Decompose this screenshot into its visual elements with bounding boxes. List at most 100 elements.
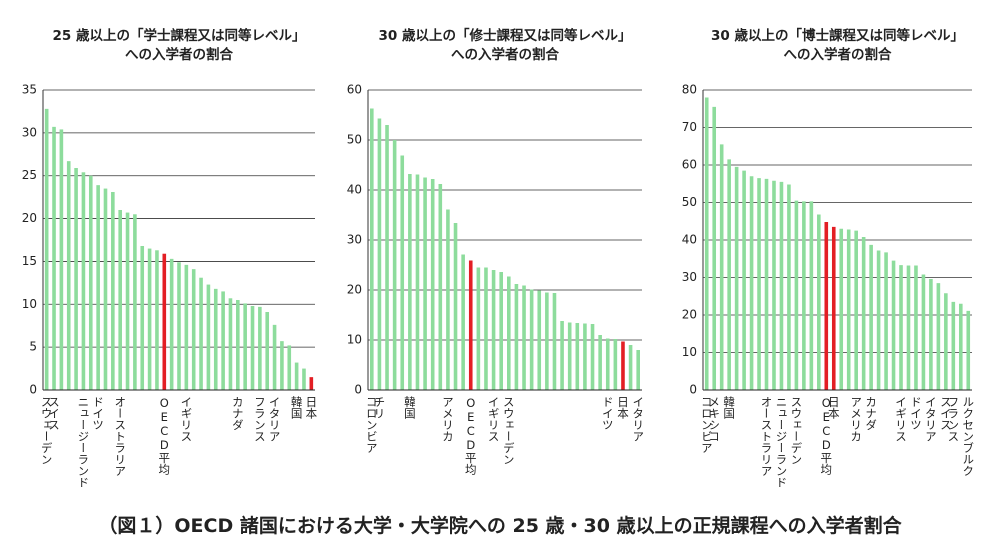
bar [552,293,557,390]
bar [884,252,888,390]
bar [66,161,71,390]
y-tick-label: 40 [682,233,697,247]
x-tick-label: 韓国 [722,396,736,420]
x-tick-label: ドイツ [909,396,923,431]
x-tick-label: ニュージーランド [774,396,788,488]
x-tick-label: イギリス [487,396,501,442]
bar [567,322,572,390]
bar [199,277,203,390]
bar [749,176,754,390]
x-tick-label: カナダ [864,396,878,431]
bar [408,174,412,390]
bar [250,306,255,390]
x-tick-label: OECD平均 [819,396,833,476]
bar [727,159,731,390]
y-tick-label: 30 [22,125,37,139]
bar [824,222,829,390]
bar [147,248,152,390]
bar [243,303,247,390]
y-tick-label: 10 [347,333,362,347]
bar [491,270,496,390]
x-tick-label: スイス [939,396,953,431]
bar [169,258,174,390]
bar [628,345,633,390]
bar [370,108,374,390]
chart-title: への入学者の割合 [125,46,233,63]
x-tick-label: メキシコ [707,396,721,442]
x-tick-label: ニュージーランド [76,396,90,488]
bar [846,229,851,390]
bar [636,350,640,390]
x-tick-label: アメリカ [849,396,863,442]
y-tick-label: 50 [347,133,362,147]
bar [44,108,49,390]
bar [415,174,420,390]
bar [929,279,933,390]
x-tick-label: アメリカ [441,396,455,442]
x-tick-label: チリ [372,396,386,419]
y-tick-label: 70 [682,120,697,134]
bar [560,321,564,390]
bar [719,144,724,390]
x-tick-label: ドイツ [91,396,105,431]
y-tick-label: 20 [347,283,362,297]
y-tick-label: 30 [682,270,697,284]
chart-title: 30 歳以上の「博士課程又は同等レベル」 [711,27,964,44]
y-tick-label: 0 [689,383,697,397]
bar [294,362,299,390]
bar [400,155,405,390]
bar [891,260,896,390]
bar [936,283,941,390]
bar [423,177,427,390]
x-tick-label: 日本 [616,396,630,420]
bar [177,262,181,390]
y-tick-label: 60 [682,158,697,172]
y-tick-label: 5 [29,340,37,354]
x-tick-label: イタリア [924,396,938,442]
bar [802,201,806,390]
bar [869,244,873,390]
bar [155,250,159,390]
bar [258,306,262,390]
bar [206,284,211,390]
y-tick-label: 30 [347,233,362,247]
y-tick-label: 35 [22,83,37,97]
x-tick-label: スウェーデン [789,396,803,465]
bar [742,170,746,390]
bar [734,166,739,390]
bar [484,267,488,390]
bar [605,338,610,390]
bar [430,179,435,390]
x-tick-label: イタリア [268,396,282,442]
bar [537,290,542,390]
bar [794,200,799,390]
bar [779,181,784,390]
y-tick-label: 80 [682,83,697,97]
y-tick-label: 25 [22,168,37,182]
x-tick-label: OECD平均 [464,396,478,476]
bar [461,254,465,390]
bar [545,292,549,390]
bar [590,324,595,390]
y-tick-label: 60 [347,83,362,97]
x-tick-label: コロンビア [365,396,379,454]
bar [302,368,306,390]
bar [309,377,314,390]
bar [704,97,709,390]
bar [81,172,86,390]
bar [280,341,284,390]
chart-title: への入学者の割合 [451,46,559,63]
chart-title: 25 歳以上の「学士課程又は同等レベル」 [53,27,306,44]
bar [757,178,761,390]
bar [213,288,218,390]
x-tick-label: ドイツ [601,396,615,431]
bar [958,303,963,390]
bar [839,228,844,390]
bar [140,246,145,390]
x-tick-label: スウェーデン [502,396,516,465]
bar [265,312,270,390]
bar [236,300,240,390]
x-tick-label: 日本 [304,396,318,420]
bar [272,324,277,390]
bar [575,323,580,390]
